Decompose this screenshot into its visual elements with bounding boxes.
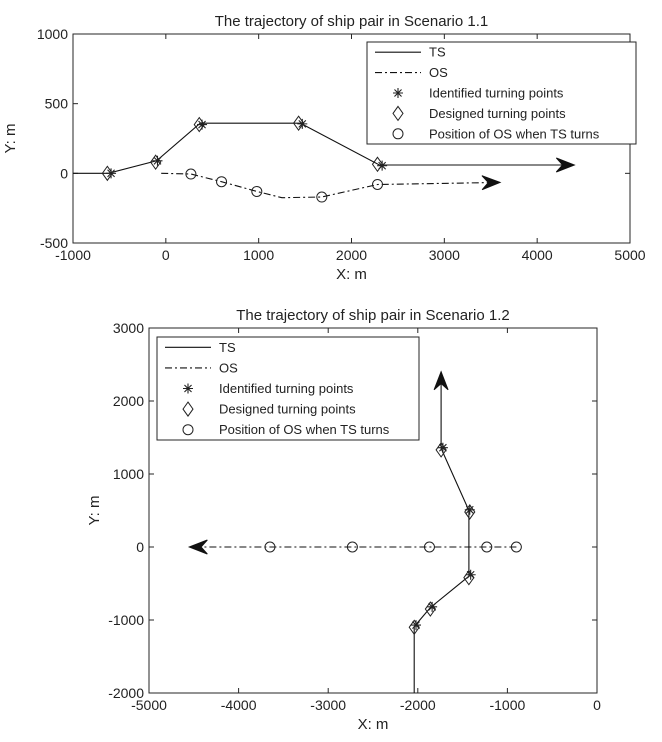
legend-box [366, 41, 637, 145]
chart-2: The trajectory of ship pair in Scenario … [86, 307, 601, 733]
legend-marker [392, 105, 404, 122]
data-point [408, 619, 420, 636]
x-tick-label: 3000 [429, 247, 460, 263]
x-tick-label: 0 [162, 247, 170, 263]
y-axis-label: Y: m [2, 123, 19, 153]
data-point [465, 569, 476, 580]
legend-label: Position of OS when TS turns [219, 422, 390, 437]
data-point [106, 168, 117, 179]
legend-label: OS [219, 360, 238, 375]
x-tick-label: -1000 [489, 697, 525, 713]
data-point [152, 155, 163, 166]
data-point [292, 115, 305, 132]
legend-label: OS [429, 65, 448, 80]
data-point [427, 601, 438, 612]
y-tick-label: 3000 [113, 320, 144, 336]
data-point [371, 156, 384, 173]
series-identified-turning-points [106, 118, 388, 179]
data-point [216, 176, 228, 188]
legend-marker [183, 383, 193, 394]
arrowhead [433, 370, 449, 391]
arrowhead [481, 175, 502, 191]
series-designed-turning-points [101, 115, 384, 182]
legend-label: Identified turning points [219, 381, 354, 396]
x-tick-label: 1000 [243, 247, 274, 263]
x-tick-label: 4000 [522, 247, 553, 263]
data-point [264, 541, 276, 553]
x-tick-label: 5000 [614, 247, 645, 263]
legend-label: Position of OS when TS turns [429, 126, 600, 141]
data-point [463, 569, 475, 586]
legend-label: TS [429, 45, 446, 60]
x-axis-label: X: m [336, 266, 367, 283]
arrowhead [187, 539, 208, 555]
data-point [435, 442, 447, 458]
x-tick-label: -3000 [310, 697, 346, 713]
data-point [411, 620, 422, 631]
legend: TS OS Identified turning points Designed tu… [366, 41, 637, 145]
y-tick-label: 0 [136, 539, 144, 555]
legend-label: Identified turning points [429, 86, 564, 101]
legend-marker [392, 128, 404, 140]
x-tick-label: -2000 [400, 697, 436, 713]
y-tick-label: -2000 [108, 685, 144, 701]
data-point [150, 154, 162, 171]
legend-box [156, 336, 420, 441]
legend-marker [393, 88, 403, 98]
chart-1: The trajectory of ship pair in Scenario … [2, 13, 646, 283]
data-point [437, 442, 448, 453]
x-tick-label: 0 [593, 697, 601, 713]
data-point [510, 541, 522, 553]
x-tick-label: -4000 [221, 697, 257, 713]
chart-title: The trajectory of ship pair in Scenario … [215, 13, 488, 30]
data-point [464, 504, 475, 515]
y-tick-label: 500 [45, 96, 69, 112]
x-tick-label: 2000 [336, 247, 367, 263]
arrowhead [555, 157, 576, 173]
data-point [424, 601, 436, 617]
data-point [251, 185, 263, 197]
legend-label: TS [219, 340, 236, 355]
legend-marker [182, 424, 194, 436]
data-point [297, 118, 308, 129]
data-point [185, 168, 197, 180]
y-axis-label: Y: m [86, 495, 103, 525]
y-tick-label: 1000 [113, 466, 144, 482]
series-position-of-os-when-ts-turns [185, 168, 383, 203]
data-point [464, 504, 476, 520]
data-point [377, 160, 388, 171]
series-designed-turning-points [408, 442, 476, 636]
data-point [346, 541, 358, 553]
data-point [481, 541, 493, 553]
legend: TS OS Identified turning points Designed tu… [156, 336, 420, 441]
legend-label: Designed turning points [219, 402, 356, 417]
y-tick-label: 2000 [113, 393, 144, 409]
data-point [193, 116, 205, 133]
legend-label: Designed turning points [429, 106, 566, 121]
series-os [187, 539, 517, 555]
series-position-of-os-when-ts-turns [264, 541, 522, 553]
legend-marker [182, 401, 194, 417]
chart-title: The trajectory of ship pair in Scenario … [236, 307, 509, 324]
data-point [316, 191, 328, 203]
data-point [423, 541, 435, 553]
x-tick-label: -5000 [131, 697, 167, 713]
y-tick-label: 0 [60, 165, 68, 181]
x-axis-label: X: m [358, 716, 389, 733]
data-point [101, 165, 113, 182]
data-point [371, 178, 383, 190]
y-tick-label: -500 [40, 235, 68, 251]
y-tick-label: -1000 [108, 612, 144, 628]
y-tick-label: 1000 [37, 26, 68, 42]
x-tick-label: -1000 [55, 247, 91, 263]
data-point [197, 119, 208, 130]
series-identified-turning-points [411, 442, 476, 631]
